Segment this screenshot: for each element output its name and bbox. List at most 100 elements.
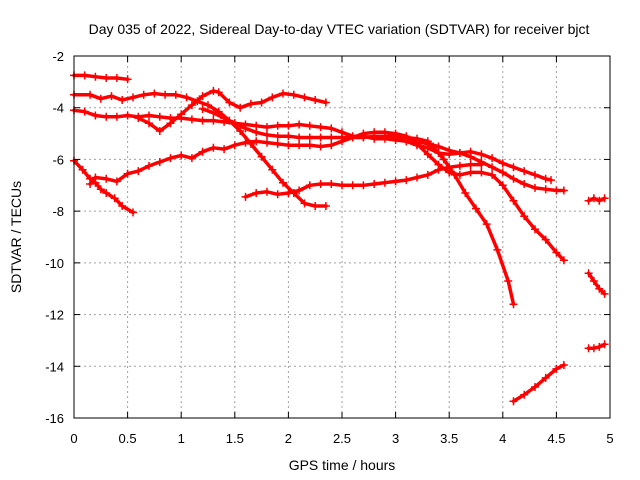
data-point (209, 116, 218, 125)
data-point (552, 186, 561, 195)
data-point (509, 300, 518, 309)
data-point (589, 277, 598, 285)
data-point (498, 168, 507, 177)
data-point (236, 103, 245, 112)
data-point (498, 181, 507, 190)
data-point (198, 116, 207, 125)
series-s10 (509, 361, 568, 406)
data-point (295, 133, 304, 142)
data-point (402, 137, 411, 146)
data-point (482, 220, 491, 229)
series-s8 (198, 105, 518, 309)
grid (74, 56, 610, 418)
data-point (595, 196, 604, 205)
data-point (509, 196, 518, 205)
data-point (273, 121, 282, 130)
data-point (300, 93, 309, 102)
data-point (257, 98, 266, 107)
data-point (78, 165, 87, 174)
data-point (466, 147, 475, 156)
axis-ticks: 0 0.5 1 1.5 2 2.5 3 3.5 4 4.5 5 -2 -4 -6 -8 -10 -12 -14 -1… (45, 49, 613, 446)
data-point (370, 132, 379, 141)
data-point (209, 86, 218, 95)
data-point (300, 199, 309, 208)
y-tick-label: -10 (45, 256, 64, 271)
series-s7 (241, 160, 486, 201)
y-axis-label: SDTVAR / TECUs (8, 181, 24, 293)
x-tick-label: 3.5 (440, 431, 458, 446)
data-point (279, 178, 287, 187)
chart-title: Day 035 of 2022, Sidereal Day-to-day VTE… (89, 21, 590, 37)
data-point (466, 160, 475, 169)
y-tick-label: -8 (52, 204, 64, 219)
x-tick-label: 1.5 (226, 431, 244, 446)
data-point (305, 141, 314, 150)
data-point (520, 212, 529, 221)
data-point (187, 154, 196, 163)
data-point (559, 186, 568, 195)
data-point (477, 150, 486, 159)
data-point (177, 151, 186, 160)
data-point (91, 173, 100, 182)
data-point (204, 101, 212, 110)
data-point (445, 150, 454, 159)
data-point (268, 93, 277, 102)
data-point (327, 141, 336, 150)
data-point (123, 75, 132, 84)
series-s11 (584, 194, 609, 205)
data-point (145, 161, 153, 170)
series-s2 (70, 89, 330, 210)
x-tick-label: 4.5 (547, 431, 565, 446)
series-s1 (70, 71, 132, 84)
x-tick-label: 0.5 (119, 431, 137, 446)
data-point (305, 181, 314, 190)
data-point (112, 74, 121, 82)
data-point (439, 155, 448, 164)
data-point (96, 94, 105, 103)
x-tick-label: 4 (499, 431, 506, 446)
data-point (423, 143, 432, 152)
data-point (327, 180, 336, 188)
data-point (252, 137, 261, 146)
data-point (552, 364, 561, 373)
data-point (177, 114, 186, 123)
data-point (155, 127, 164, 135)
data-point (413, 173, 421, 182)
x-tick-label: 2.5 (333, 431, 351, 446)
series-trace (88, 130, 566, 263)
data-point (589, 344, 598, 353)
data-point (327, 124, 336, 133)
data-point (504, 277, 513, 285)
x-tick-label: 0 (70, 431, 77, 446)
data-point (520, 167, 529, 176)
data-point (96, 185, 105, 194)
data-point (391, 177, 400, 186)
data-point (257, 152, 266, 161)
data-point (129, 208, 137, 217)
data-point (488, 154, 497, 163)
data-point (123, 111, 132, 120)
data-point (241, 138, 250, 147)
data-point (531, 183, 539, 192)
data-point (155, 112, 164, 121)
data-point (359, 181, 368, 190)
data-point (450, 170, 459, 179)
data-point (80, 71, 89, 80)
data-point (246, 99, 255, 108)
data-point (145, 111, 153, 120)
data-point (348, 133, 357, 142)
data-point (434, 165, 443, 174)
data-point (80, 107, 89, 116)
data-point (488, 170, 497, 179)
data-point (241, 124, 250, 133)
data-point (182, 93, 191, 102)
x-axis-label: GPS time / hours (289, 457, 396, 473)
data-point (263, 187, 271, 196)
x-tick-label: 5 (606, 431, 613, 446)
data-point (161, 90, 170, 99)
data-point (268, 165, 277, 174)
data-point (284, 189, 293, 197)
series-trace (586, 196, 607, 203)
series-s5 (70, 156, 137, 217)
series-s3 (134, 86, 330, 135)
